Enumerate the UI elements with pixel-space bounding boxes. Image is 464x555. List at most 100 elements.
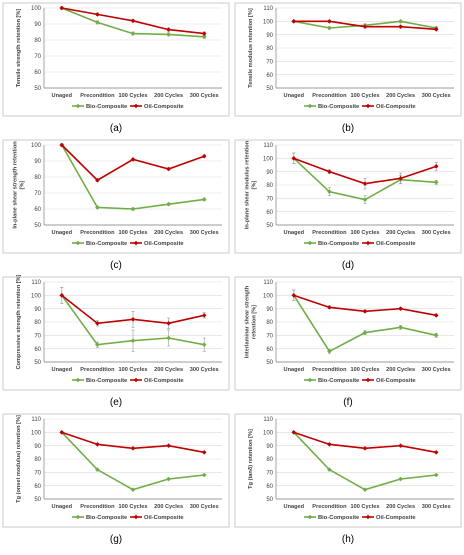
x-tick-label: Unaged xyxy=(284,93,305,99)
legend-marker-bio xyxy=(307,103,313,109)
legend-marker-oil xyxy=(133,514,139,520)
x-tick-label: 300 Cycles xyxy=(190,230,219,236)
data-point-bio xyxy=(166,476,171,482)
y-tick-label: 100 xyxy=(263,431,274,437)
y-axis-label-line: Tensile modulus retention [%] xyxy=(248,8,254,88)
chart-panel-e: 50 60 70 80 90 100 110 Unaged Precondition 100 Cy… xyxy=(2,274,230,408)
panel-caption: (f) xyxy=(343,397,352,408)
y-axis-label: Tg (onset modulus) retention [%] xyxy=(16,415,22,503)
data-point-oil xyxy=(433,27,439,32)
y-tick-label: 90 xyxy=(266,444,273,450)
data-point-oil xyxy=(201,31,207,36)
y-tick-label: 80 xyxy=(266,46,273,52)
legend-label-bio: Bio-Composite xyxy=(86,515,128,521)
y-tick-label: 60 xyxy=(266,347,273,353)
y-tick-label: 70 xyxy=(266,471,273,477)
legend-marker-oil xyxy=(133,240,139,246)
legend-label-oil: Oil-Composite xyxy=(376,241,416,247)
x-tick-label: 200 Cycles xyxy=(386,93,415,99)
x-tick-label: Precondition xyxy=(80,230,115,236)
chart-panel-g: 50 60 70 80 90 100 110 Unaged Precondition 100 Cy… xyxy=(2,413,230,545)
legend-marker-bio xyxy=(75,514,81,520)
data-point-bio xyxy=(201,472,207,478)
x-tick-label: 100 Cycles xyxy=(119,93,148,99)
y-tick-label: 70 xyxy=(34,54,41,60)
x-tick-label: 300 Cycles xyxy=(422,504,451,510)
y-tick-label: 80 xyxy=(266,183,273,189)
x-tick-label: 100 Cycles xyxy=(119,367,148,373)
data-point-oil xyxy=(433,164,439,169)
x-tick-label: 100 Cycles xyxy=(351,93,380,99)
y-tick-label: 50 xyxy=(266,497,273,503)
y-tick-label: 50 xyxy=(34,497,41,503)
legend-marker-oil xyxy=(365,377,371,383)
y-tick-label: 70 xyxy=(266,197,273,203)
legend-label-bio: Bio-Composite xyxy=(318,104,360,110)
y-tick-label: 50 xyxy=(266,360,273,366)
x-tick-label: 100 Cycles xyxy=(351,230,380,236)
data-point-oil xyxy=(166,166,171,172)
legend-label-oil: Oil-Composite xyxy=(144,515,184,521)
x-tick-label: 200 Cycles xyxy=(154,504,183,510)
y-axis-label-line: Tensile strength retention [%] xyxy=(16,9,22,88)
x-tick-label: 200 Cycles xyxy=(154,230,183,236)
chart-panel-a: 50 60 70 80 90 100 Unaged Precondition 100 Cycle… xyxy=(2,2,230,134)
y-axis-label: Tensile modulus retention [%] xyxy=(248,8,254,88)
y-tick-label: 70 xyxy=(34,334,41,340)
y-tick-label: 90 xyxy=(34,307,41,313)
panel-frame xyxy=(2,413,230,528)
y-axis-label-line: Tg (tanδ) retention [%] xyxy=(248,429,254,489)
data-point-bio xyxy=(130,31,136,36)
y-tick-label: 100 xyxy=(263,157,274,163)
x-tick-label: 100 Cycles xyxy=(119,504,148,510)
y-tick-label: 100 xyxy=(31,294,42,300)
x-tick-label: 200 Cycles xyxy=(154,93,183,99)
y-tick-label: 50 xyxy=(34,86,41,92)
y-axis-label: Interlaminar shear strengthretention [%] xyxy=(245,285,258,358)
data-point-bio xyxy=(201,34,207,40)
data-point-oil xyxy=(433,313,439,318)
y-tick-label: 70 xyxy=(266,334,273,340)
y-tick-label: 60 xyxy=(34,347,41,353)
y-axis-label: Tensile strength retention [%] xyxy=(16,9,22,88)
data-point-bio xyxy=(398,476,403,482)
legend-marker-bio xyxy=(75,377,81,383)
y-axis-label-line: In-plane shear strength retention xyxy=(13,141,19,229)
data-point-bio xyxy=(201,197,207,202)
legend-label-bio: Bio-Composite xyxy=(318,515,360,521)
y-tick-label: 110 xyxy=(31,280,41,286)
x-tick-label: 300 Cycles xyxy=(422,230,451,236)
legend-marker-bio xyxy=(307,514,313,520)
y-axis-label: In-plane shear modulus retention[%] xyxy=(245,140,258,229)
y-tick-label: 100 xyxy=(31,431,42,437)
y-tick-label: 70 xyxy=(34,191,41,197)
y-tick-label: 90 xyxy=(34,159,41,165)
x-tick-label: 300 Cycles xyxy=(190,367,219,373)
legend-label-bio: Bio-Composite xyxy=(86,378,128,384)
panel-caption: (e) xyxy=(110,397,122,408)
data-point-oil xyxy=(201,450,207,455)
data-point-oil xyxy=(201,153,207,159)
legend-marker-oil xyxy=(365,240,371,246)
y-tick-label: 100 xyxy=(31,6,42,12)
y-tick-label: 90 xyxy=(266,307,273,313)
x-tick-label: Unaged xyxy=(284,230,305,236)
data-point-oil xyxy=(130,157,136,162)
y-tick-label: 100 xyxy=(263,294,274,300)
chart-panel-b: 50 60 70 80 90 100 110 Unaged Precondition 100 Cy… xyxy=(234,2,462,134)
data-point-bio xyxy=(201,342,207,347)
y-tick-label: 80 xyxy=(266,457,273,463)
y-tick-label: 110 xyxy=(263,280,273,286)
y-tick-label: 80 xyxy=(34,38,41,44)
y-tick-label: 60 xyxy=(266,210,273,216)
y-tick-label: 60 xyxy=(34,207,41,213)
y-tick-label: 60 xyxy=(34,484,41,490)
y-axis-label-line: Interlaminar shear strength xyxy=(245,285,251,358)
y-axis-label: Compressive strength retention [%] xyxy=(16,274,22,369)
x-tick-label: Unaged xyxy=(52,230,73,236)
data-point-bio xyxy=(130,206,136,212)
x-tick-label: 100 Cycles xyxy=(351,367,380,373)
x-tick-label: 300 Cycles xyxy=(190,93,219,99)
x-tick-label: 100 Cycles xyxy=(351,504,380,510)
